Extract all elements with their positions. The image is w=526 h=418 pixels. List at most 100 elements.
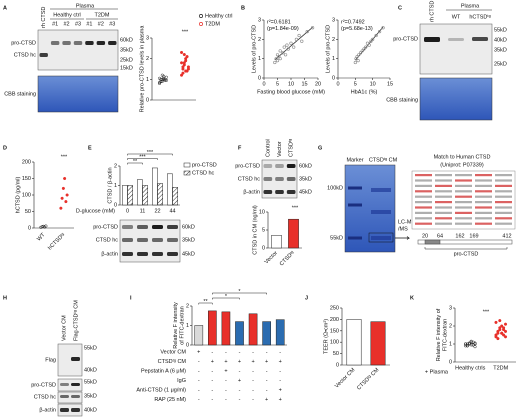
- label: pro-CTSD: [393, 36, 418, 42]
- data-point: [186, 67, 190, 71]
- blot-band: [122, 252, 133, 256]
- x-tick-label: Vector CM: [334, 367, 357, 390]
- sequence-chunk: [455, 222, 472, 225]
- bar: [152, 167, 158, 206]
- label: 40kD: [494, 37, 507, 43]
- bar: [142, 185, 148, 206]
- y-tick-label: 3: [449, 305, 452, 311]
- bracket: [127, 162, 143, 165]
- y-tick-label: 0: [336, 362, 339, 368]
- y-tick-label: 0: [262, 245, 265, 251]
- blot-band: [137, 252, 148, 256]
- sequence-chunk: [435, 217, 452, 220]
- condition-sign: +: [279, 359, 282, 365]
- sequence-chunk: [415, 222, 432, 225]
- condition-label: CTSDᵗᵍ CM: [158, 358, 187, 365]
- sequence-chunk: [495, 206, 512, 209]
- data-point: [503, 335, 508, 339]
- x-tick-label: 20: [315, 81, 321, 87]
- label: 35kD: [182, 237, 195, 243]
- selection-box: [368, 232, 394, 243]
- blot-band: [263, 177, 273, 181]
- condition-sign: -: [266, 387, 268, 393]
- data-point: [360, 49, 364, 53]
- condition-sign: -: [279, 378, 281, 384]
- sequence-chunk: [415, 206, 432, 209]
- data-point: [374, 33, 378, 38]
- blot-band: [137, 225, 148, 229]
- significance: ***: [292, 205, 299, 211]
- data-point: [182, 63, 186, 67]
- label: #1: [86, 21, 92, 27]
- y-axis-label: hCTSD (pg/ml): [15, 176, 21, 213]
- data-point: [465, 342, 469, 346]
- data-point: [469, 339, 473, 343]
- y-tick-label: 10: [259, 209, 265, 215]
- x-tick-label: WT: [36, 232, 47, 243]
- y-tick-label: 3: [258, 17, 261, 23]
- data-point: [496, 337, 500, 341]
- data-point: [185, 55, 189, 59]
- bar: [346, 319, 362, 366]
- sequence-chunk: [475, 179, 492, 182]
- label: 35kD: [120, 47, 133, 53]
- annotation: r²=0.6181: [267, 19, 291, 25]
- label: 100kD: [327, 185, 343, 191]
- data-point: [358, 51, 363, 55]
- panel-letter: J: [305, 295, 308, 301]
- x-tick-label: 10: [288, 81, 294, 87]
- legend-label: pro-CTSD: [192, 162, 217, 168]
- label: 55kD: [84, 345, 97, 351]
- data-point: [494, 320, 498, 324]
- label: T2DM: [95, 12, 110, 18]
- data-point: [371, 37, 375, 41]
- y-tick-label: 1: [186, 323, 189, 329]
- sequence-chunk: [495, 195, 512, 198]
- sequence-chunk: [435, 201, 452, 204]
- data-point: [300, 39, 304, 43]
- data-point: [292, 45, 296, 49]
- sequence-chunk: [495, 179, 512, 182]
- data-point: [469, 340, 473, 344]
- data-point: [60, 196, 64, 200]
- sequence-chunk: [435, 179, 452, 182]
- sample-band: [371, 210, 391, 214]
- label: hCTSDᵗᵍ: [469, 13, 490, 20]
- significance: **: [133, 159, 138, 165]
- significance: ***: [147, 150, 154, 156]
- sequence-chunk: [415, 174, 432, 177]
- data-point: [64, 200, 68, 204]
- condition-sign: +: [279, 387, 282, 393]
- data-point: [278, 57, 282, 61]
- panel-letter: C: [398, 5, 402, 11]
- legend-swatch: [183, 162, 191, 168]
- label: 45kD: [182, 251, 195, 257]
- data-point: [159, 79, 163, 83]
- legend-label: CTSD hc: [192, 170, 215, 176]
- sequence-chunk: [495, 217, 512, 220]
- bar: [221, 311, 231, 346]
- data-point: [180, 50, 184, 55]
- data-point: [281, 51, 285, 55]
- data-point: [498, 319, 502, 323]
- condition-sign: +: [279, 397, 282, 403]
- blot-band: [167, 225, 178, 229]
- y-tick-label: 3: [332, 17, 335, 23]
- x-tick-label: CTSDᵗᵍ CM: [355, 366, 380, 391]
- y-tick-label: 100: [330, 340, 339, 346]
- sequence-chunk: [415, 211, 432, 214]
- label: CTSDᵗᵍ: [288, 139, 295, 157]
- y-tick-label: 3: [146, 35, 149, 41]
- data-point: [184, 69, 188, 73]
- blot-band: [96, 41, 106, 45]
- label: Match to Human CTSD: [434, 154, 491, 160]
- label: 55kD: [330, 235, 343, 241]
- data-point: [465, 344, 469, 348]
- y-tick-label: 1: [258, 56, 261, 62]
- sequence-chunk: [475, 206, 492, 209]
- condition-sign: +: [211, 359, 214, 365]
- y-tick-label: 2: [332, 37, 335, 43]
- blot-band: [448, 38, 464, 41]
- data-point: [294, 37, 299, 41]
- x-tick-label: Healthy ctrls: [455, 365, 486, 371]
